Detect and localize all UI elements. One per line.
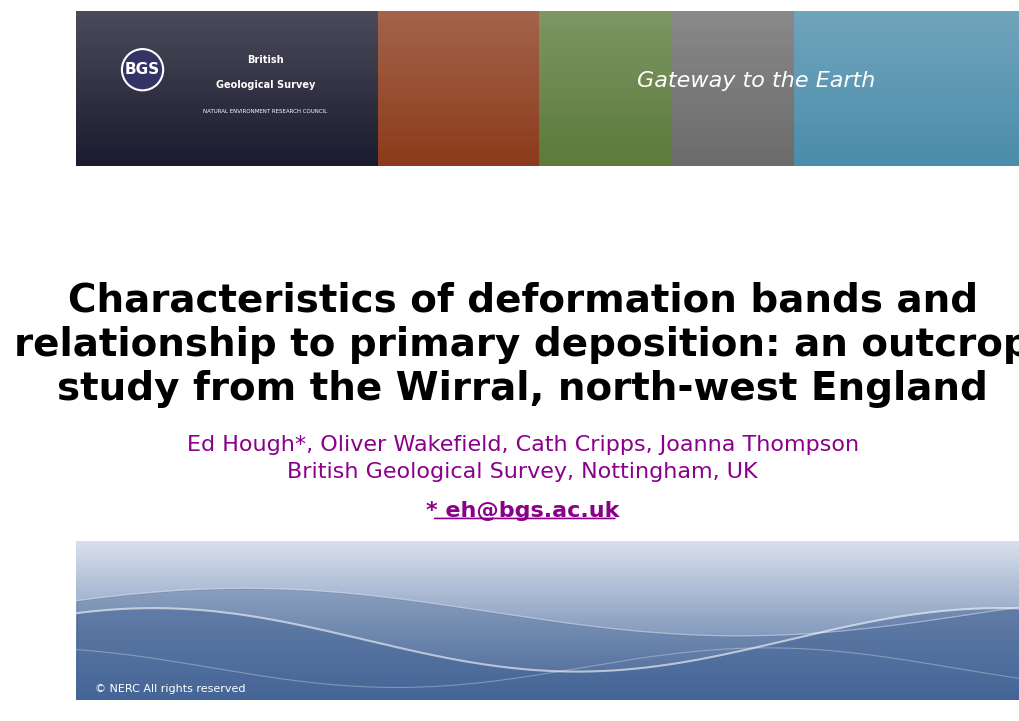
Bar [76, 52, 1019, 58]
Bar [76, 21, 1019, 26]
Bar [76, 78, 1019, 83]
Bar [76, 47, 1019, 52]
Bar [76, 32, 1019, 37]
Bar [76, 140, 1019, 145]
Bar [76, 42, 1019, 47]
Text: Ed Hough*, Oliver Wakefield, Cath Cripps, Joanna Thompson: Ed Hough*, Oliver Wakefield, Cath Cripps… [186, 435, 858, 455]
Text: relationship to primary deposition: an outcrop: relationship to primary deposition: an o… [14, 326, 1019, 363]
Bar [538, 11, 671, 166]
Bar [76, 58, 1019, 63]
Bar [671, 11, 793, 166]
Bar [76, 161, 1019, 166]
Text: Geological Survey: Geological Survey [215, 80, 315, 90]
Text: study from the Wirral, north-west England: study from the Wirral, north-west Englan… [57, 370, 987, 408]
Bar [76, 145, 1019, 151]
Bar [76, 83, 1019, 88]
Text: © NERC All rights reserved: © NERC All rights reserved [96, 684, 246, 694]
Bar [76, 27, 1019, 32]
Bar [76, 151, 1019, 156]
Bar [76, 11, 1019, 16]
Bar [793, 11, 1019, 166]
Bar [76, 63, 1019, 68]
Text: * eh@bgs.ac.uk: * eh@bgs.ac.uk [426, 501, 619, 521]
Text: NATURAL ENVIRONMENT RESEARCH COUNCIL: NATURAL ENVIRONMENT RESEARCH COUNCIL [203, 109, 327, 114]
Bar [76, 89, 1019, 94]
Bar [76, 68, 1019, 73]
Bar [76, 16, 1019, 21]
Bar [76, 104, 1019, 109]
Bar [76, 37, 1019, 42]
Bar [76, 11, 378, 166]
Text: Characteristics of deformation bands and: Characteristics of deformation bands and [67, 281, 977, 319]
Bar [378, 11, 538, 166]
Bar [76, 156, 1019, 161]
Bar [76, 73, 1019, 78]
Text: British Geological Survey, Nottingham, UK: British Geological Survey, Nottingham, U… [287, 462, 757, 482]
Bar [76, 114, 1019, 119]
Text: British: British [247, 56, 283, 66]
Bar [76, 119, 1019, 125]
Bar [76, 109, 1019, 114]
Text: Gateway to the Earth: Gateway to the Earth [636, 71, 874, 91]
Text: BGS: BGS [125, 62, 160, 77]
Bar [76, 135, 1019, 140]
Bar [76, 125, 1019, 130]
Bar [76, 130, 1019, 135]
Bar [76, 99, 1019, 104]
Bar [76, 94, 1019, 99]
